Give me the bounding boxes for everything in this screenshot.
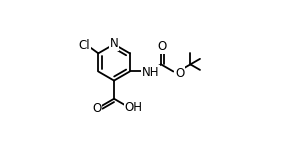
Text: O: O: [175, 67, 184, 80]
Text: O: O: [158, 40, 167, 53]
Text: Cl: Cl: [79, 39, 90, 52]
Text: O: O: [92, 102, 102, 115]
Text: OH: OH: [124, 101, 142, 114]
Text: NH: NH: [142, 66, 160, 79]
Text: N: N: [110, 37, 118, 50]
